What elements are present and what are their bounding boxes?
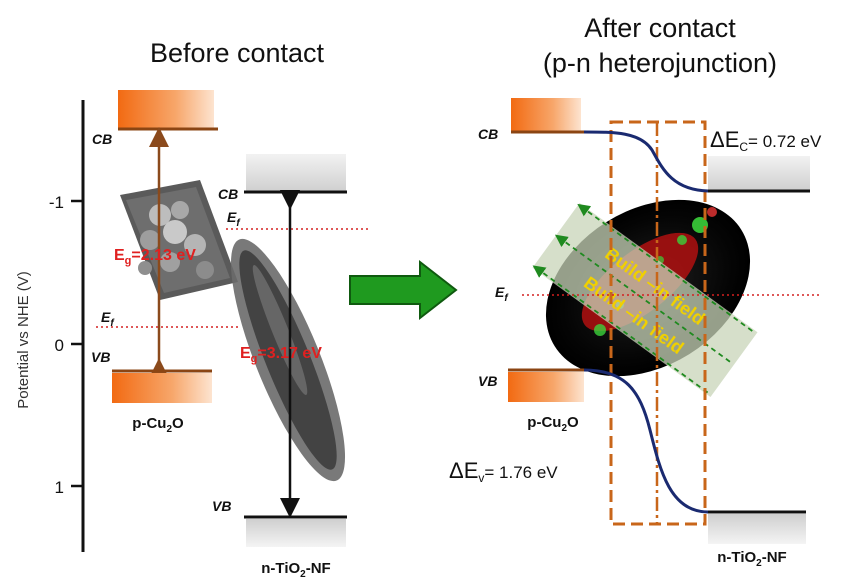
cu2o-material-label: p-Cu2O [132,415,184,435]
field-arrow-middle [554,234,731,363]
tio2-fermi-label: Ef [227,209,241,229]
tio2-vb-label: VB [212,498,231,514]
after-tio2-cb-band [708,156,810,190]
tio2-vb-band [246,519,346,547]
after-fermi-label: Ef [495,284,509,304]
field-arrow-bottom [532,265,709,394]
after-cb-label: CB [478,126,498,142]
after-title-line1: After contact [584,13,736,43]
axis-tick-label: 0 [55,336,64,355]
cu2o-fermi-label: Ef [101,309,115,329]
cu2o-bandgap-label: Eg=2.13 eV [114,247,196,267]
axis-tick-label: -1 [49,193,64,212]
cu2o-vb-band [112,373,212,403]
after-cu2o-material-label: p-Cu2O [527,414,579,434]
cu2o-cb-label: CB [92,131,112,147]
axis-tick-label: 1 [55,478,64,497]
after-tio2-vb-band [708,514,806,544]
tio2-bandgap-label: Eg=3.17 eV [240,345,322,365]
delta-ev-label: ΔEv= 1.76 eV [449,458,558,485]
valence-band-bending [583,368,709,514]
tio2-cb-band [246,154,346,191]
cu2o-vb-label: VB [91,349,110,365]
tio2-cb-label: CB [218,186,238,202]
delta-ec-label: ΔEC= 0.72 eV [710,127,822,154]
axis-label: Potential vs NHE (V) [15,271,32,409]
transition-arrow [349,259,458,321]
after-cu2o-vb-band [508,372,584,402]
after-vb-label: VB [478,373,497,389]
after-title-line2: (p-n heterojunction) [543,48,777,78]
conduction-band-bending [583,130,709,193]
after-cu2o-cb-band [511,98,581,131]
tio2-material-label: n-TiO2-NF [261,560,330,578]
cu2o-cb-band [118,90,214,128]
after-tio2-material-label: n-TiO2-NF [717,549,786,569]
before-title: Before contact [150,38,325,68]
